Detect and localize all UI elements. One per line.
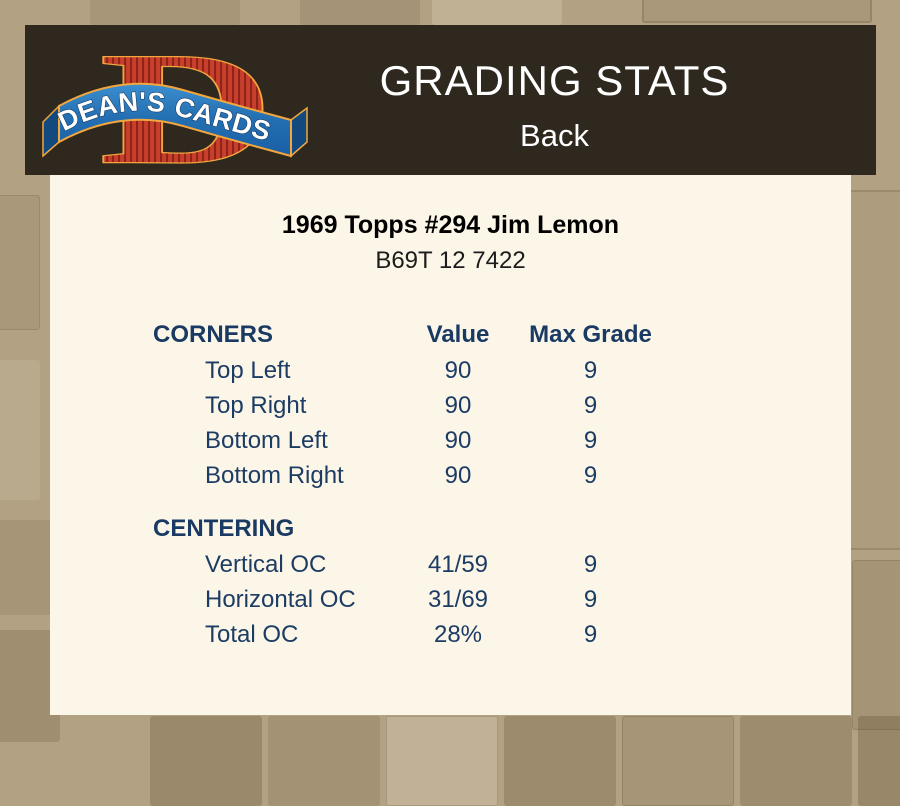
row-label: Top Left	[205, 356, 291, 384]
background-card	[622, 716, 734, 806]
deans-cards-logo-graphic: D DEAN'S CARDS	[42, 18, 308, 199]
table-row: Horizontal OC 31/69 9	[153, 582, 851, 617]
table-row: Vertical OC 41/59 9	[153, 547, 851, 582]
section-header-centering: CENTERING	[153, 515, 295, 542]
deans-cards-logo: D DEAN'S CARDS	[39, 18, 315, 199]
background-card	[845, 190, 900, 550]
row-max-grade: 9	[583, 426, 598, 454]
background-card	[150, 716, 262, 806]
row-value: 90	[444, 356, 472, 384]
header-titles: GRADING STATS Back	[277, 25, 832, 175]
background-card	[858, 716, 900, 806]
row-value: 28%	[433, 620, 483, 648]
row-value: 41/59	[427, 550, 489, 578]
background-card	[386, 716, 498, 806]
background-card	[852, 560, 900, 730]
table-row: Top Left 90 9	[153, 353, 851, 388]
column-header-max-grade: Max Grade	[529, 321, 652, 348]
background-card	[642, 0, 872, 23]
column-header-value: Value	[426, 321, 490, 348]
background-card	[300, 0, 420, 25]
row-label: Total OC	[205, 620, 299, 648]
grading-table: CORNERS Value Max Grade Top Left 90 9 To…	[50, 317, 851, 652]
row-value: 90	[444, 426, 472, 454]
section-header-row: CENTERING	[153, 511, 851, 547]
table-row: Total OC 28% 9	[153, 617, 851, 652]
background-card	[0, 520, 55, 615]
row-label: Top Right	[205, 391, 307, 419]
page-subtitle: Back	[520, 117, 589, 153]
background-card	[504, 716, 616, 806]
background-card	[740, 716, 852, 806]
table-header-row: CORNERS Value Max Grade	[153, 317, 851, 353]
background-card	[432, 0, 562, 25]
row-label: Horizontal OC	[205, 585, 356, 613]
table-row: Bottom Left 90 9	[153, 423, 851, 458]
row-value: 31/69	[427, 585, 489, 613]
table-row: Top Right 90 9	[153, 388, 851, 423]
background-card	[90, 0, 240, 25]
content-panel: 1969 Topps #294 Jim Lemon B69T 12 7422 C…	[50, 175, 851, 715]
background-card	[268, 716, 380, 806]
row-label: Bottom Right	[205, 461, 344, 489]
row-value: 90	[444, 461, 472, 489]
row-max-grade: 9	[583, 391, 598, 419]
row-max-grade: 9	[583, 585, 598, 613]
row-label: Bottom Left	[205, 426, 328, 454]
row-max-grade: 9	[583, 461, 598, 489]
row-max-grade: 9	[583, 620, 598, 648]
header-bar: D DEAN'S CARDS GRADING STATS Back	[25, 18, 876, 199]
section-header-corners: CORNERS	[153, 321, 274, 348]
card-title: 1969 Topps #294 Jim Lemon	[281, 211, 620, 239]
page-title: GRADING STATS	[379, 56, 730, 104]
row-value: 90	[444, 391, 472, 419]
row-max-grade: 9	[583, 550, 598, 578]
row-label: Vertical OC	[205, 550, 327, 578]
row-max-grade: 9	[583, 356, 598, 384]
card-code: B69T 12 7422	[375, 247, 526, 274]
background-card	[0, 195, 40, 330]
background-card	[0, 360, 40, 500]
table-row: Bottom Right 90 9	[153, 458, 851, 493]
